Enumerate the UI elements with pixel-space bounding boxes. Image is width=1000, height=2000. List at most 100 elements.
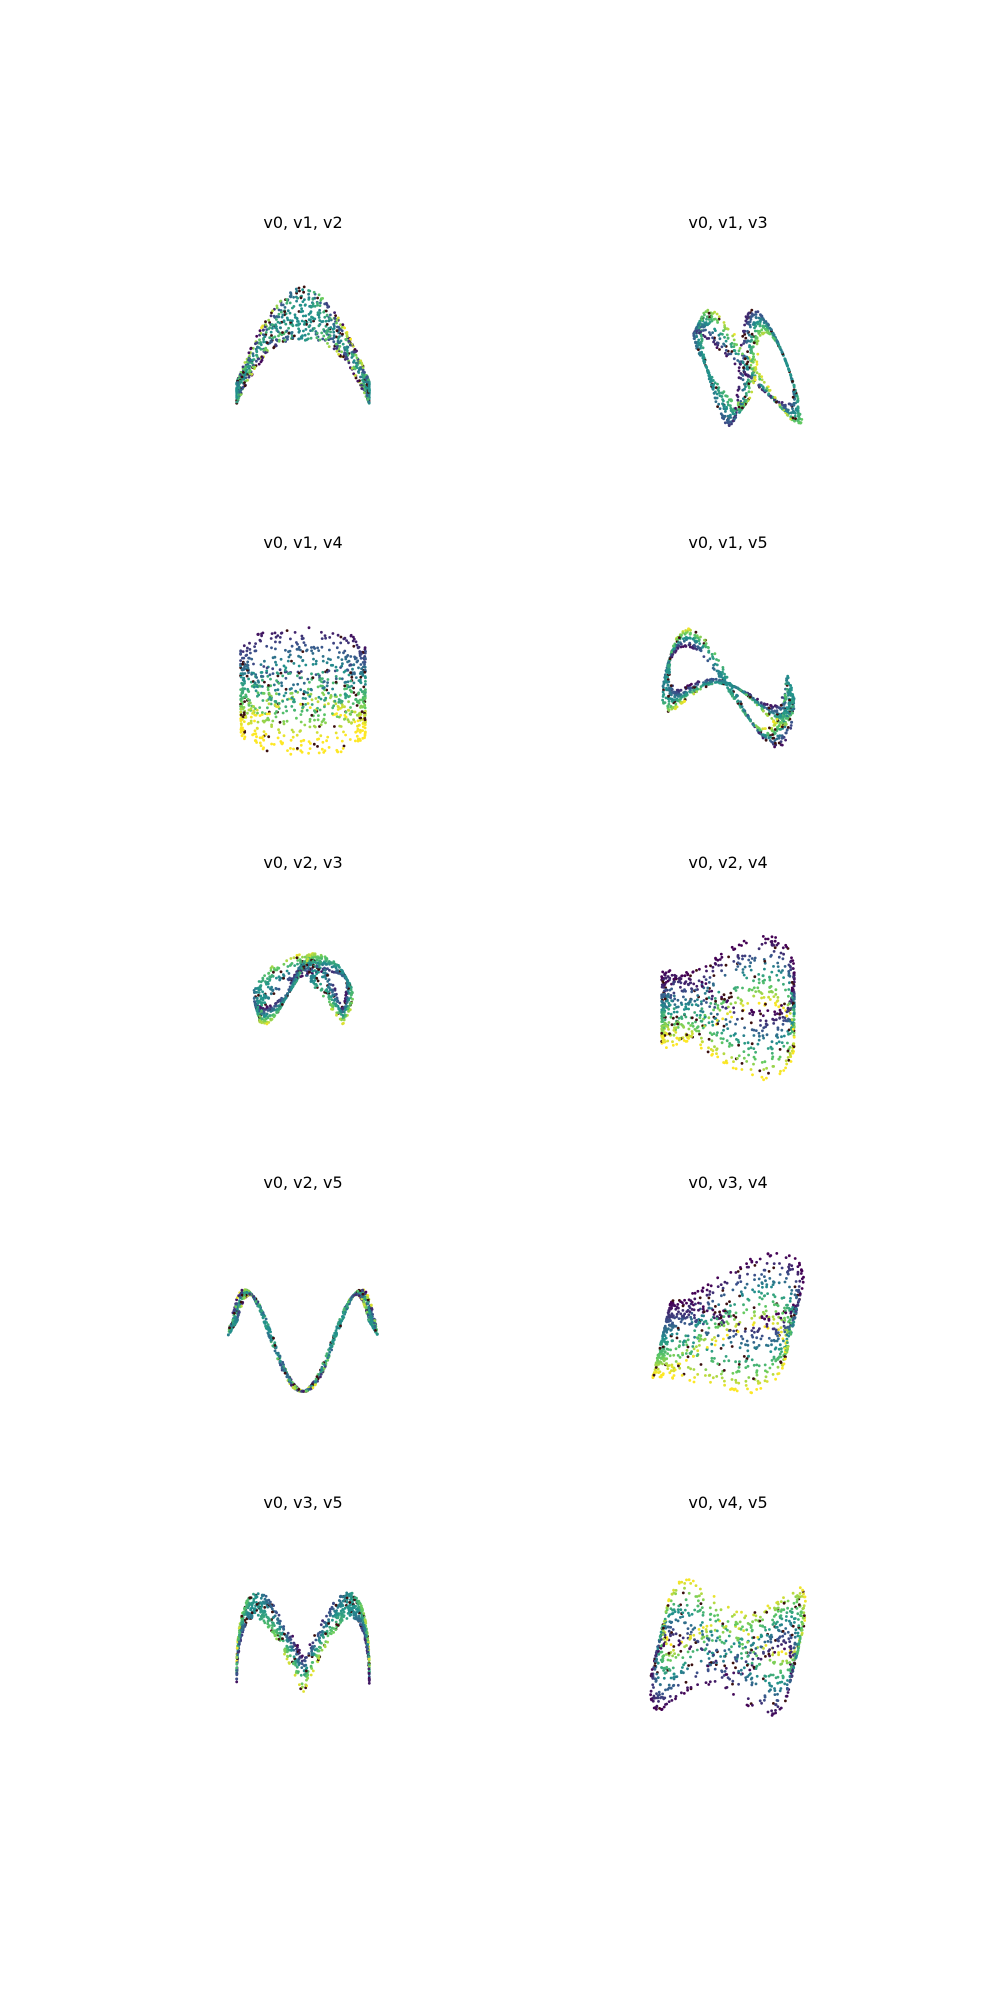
scatter-point xyxy=(301,288,304,292)
scatter-point xyxy=(772,337,776,340)
scatter-point xyxy=(760,378,764,382)
scatter-point xyxy=(333,316,337,320)
scatter-point xyxy=(361,729,364,732)
scatter-point xyxy=(265,348,269,352)
scatter-point xyxy=(318,308,321,312)
scatter-point xyxy=(730,422,733,426)
scatter-point xyxy=(758,334,762,337)
scatter-point xyxy=(351,997,354,1001)
scatter-point xyxy=(782,976,785,979)
scatter-point xyxy=(725,1023,728,1026)
scatter-point xyxy=(309,318,312,322)
scatter-point xyxy=(698,967,701,971)
scatter-point xyxy=(765,1066,768,1070)
scatter-point xyxy=(667,1028,670,1031)
scatter-point xyxy=(321,691,324,695)
scatter-point xyxy=(270,742,273,746)
scatter-point xyxy=(782,1069,786,1072)
scatter-point xyxy=(252,662,255,666)
scatter-point xyxy=(314,956,318,959)
scatter-point xyxy=(672,644,676,648)
scatter-point xyxy=(747,322,750,326)
scatter-point xyxy=(335,712,338,715)
scatter-point xyxy=(685,1039,689,1043)
scatter-point xyxy=(361,661,365,664)
scatter-point xyxy=(752,355,755,359)
scatter-point xyxy=(704,685,708,689)
scatter-point xyxy=(358,730,362,734)
scatter-point xyxy=(753,975,757,979)
scatter-point xyxy=(299,743,303,747)
scatter-point xyxy=(247,677,251,681)
scatter-point xyxy=(347,673,351,677)
scatter-point xyxy=(716,341,720,345)
scatter-point xyxy=(327,336,330,339)
scatter-point xyxy=(749,719,752,723)
scatter-point xyxy=(768,326,772,330)
scatter-point xyxy=(258,741,262,745)
scatter-point xyxy=(744,385,747,389)
scatter-point xyxy=(716,388,720,391)
scatter-point xyxy=(291,985,295,989)
scatter-point xyxy=(718,1008,722,1012)
scatter-point xyxy=(245,674,249,678)
scatter-point xyxy=(313,296,317,300)
scatter-point xyxy=(712,386,716,389)
scatter-point xyxy=(341,342,345,346)
scatter-point xyxy=(312,319,315,323)
scatter-point xyxy=(345,335,349,339)
scatter-point xyxy=(253,719,256,723)
scatter-point xyxy=(319,677,322,680)
scatter-point xyxy=(322,680,326,683)
scatter-point xyxy=(277,339,281,343)
scatter-point xyxy=(343,999,347,1003)
scatter-point xyxy=(311,676,315,680)
scatter-point xyxy=(281,699,285,703)
scatter-point xyxy=(775,705,779,709)
scatter-point xyxy=(259,671,263,674)
scatter-point xyxy=(726,414,730,418)
scatter-point xyxy=(781,946,785,950)
scatter-point xyxy=(331,337,335,341)
scatter-point xyxy=(732,345,736,348)
scatter-point xyxy=(783,722,786,725)
scatter-point xyxy=(265,644,269,648)
scatter-point xyxy=(346,989,350,993)
scatter-point xyxy=(239,710,243,714)
scatter-point xyxy=(266,1009,270,1012)
scatter-point xyxy=(316,646,319,650)
scatter-point xyxy=(307,292,310,296)
scatter-point xyxy=(777,736,781,740)
scatter-point xyxy=(702,975,706,979)
scatter-point xyxy=(738,410,742,414)
scatter-point xyxy=(759,1012,762,1016)
scatter-point xyxy=(282,962,286,966)
scatter-point xyxy=(697,1029,701,1033)
scatter-point xyxy=(324,636,327,640)
scatter-point xyxy=(779,727,783,731)
scatter-point xyxy=(788,712,791,715)
scatter-point xyxy=(285,298,289,301)
scatter-point xyxy=(258,1015,262,1018)
scatter-point xyxy=(736,700,739,703)
scatter-point xyxy=(727,424,731,427)
scatter-point xyxy=(255,685,259,688)
scatter-point xyxy=(748,333,751,337)
scatter-point xyxy=(792,401,796,405)
scatter-point xyxy=(756,352,760,356)
scatter-point xyxy=(343,636,347,640)
scatter-point xyxy=(253,996,256,999)
scatter-point xyxy=(304,314,308,318)
scatter-point xyxy=(260,1017,264,1021)
scatter-point xyxy=(319,723,323,727)
scatter-point xyxy=(264,732,268,736)
scatter-point xyxy=(255,341,259,344)
scatter-point xyxy=(278,326,282,329)
scatter-point xyxy=(240,734,244,738)
scatter-point xyxy=(786,408,790,412)
scatter-point xyxy=(727,689,731,693)
scatter-point xyxy=(338,1017,342,1021)
scatter-point xyxy=(273,631,277,635)
scatter-point xyxy=(355,704,359,707)
scatter-point xyxy=(718,337,722,341)
